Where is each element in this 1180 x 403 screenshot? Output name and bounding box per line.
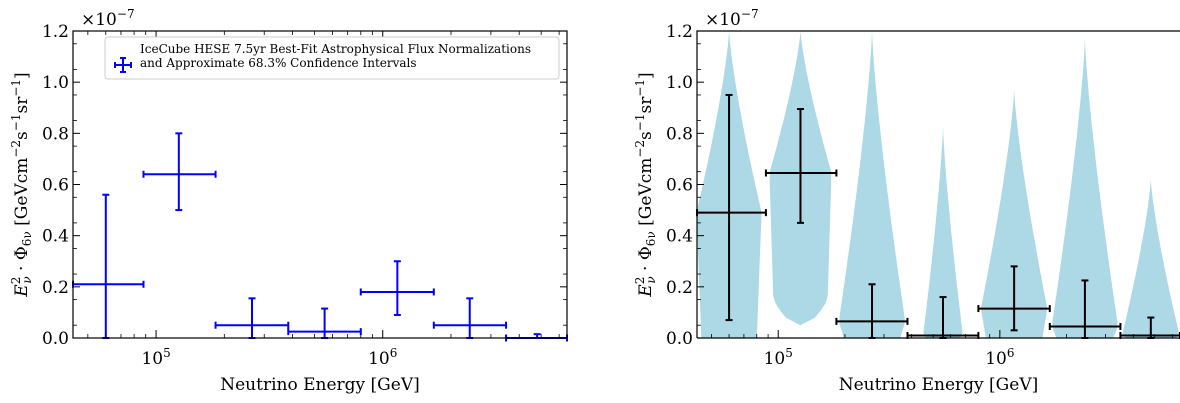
legend-line-1: IceCube HESE 7.5yr Best-Fit Astrophysica… (140, 42, 531, 56)
errorbar-5 (359, 260, 435, 316)
x-tick-label: 105 (764, 346, 793, 369)
y-tick-label: 0.6 (42, 176, 69, 196)
legend: IceCube HESE 7.5yr Best-Fit Astrophysica… (104, 36, 560, 80)
x-tick-label: 106 (368, 346, 397, 369)
y-tick-label: 0.8 (666, 124, 693, 144)
panel-1: 0.0 0.2 0.4 0.6 0.8 1.0 1.2 105 106 Neutrino Ener… (9, 7, 568, 395)
y-tick-label: 1.2 (666, 22, 693, 42)
errorbar-6 (432, 297, 508, 339)
errorbar-2 (142, 132, 217, 212)
errorbar-4 (906, 296, 980, 339)
y-axis-multiplier: ×10−7 (81, 7, 135, 30)
panel-2: 0.0 0.2 0.4 0.6 0.8 1.0 1.2 105 106 Neutrino Ener… (633, 7, 1180, 395)
y-axis-label: E2ν · Φ6ν [GeVcm−2s−1sr−1] (633, 72, 658, 297)
y-axis-multiplier: ×10−7 (705, 7, 759, 30)
y-tick-label: 0.6 (666, 176, 693, 196)
y-tick-label: 0.4 (666, 227, 693, 247)
x-axis-label: Neutrino Energy [GeV] (839, 375, 1038, 395)
y-tick-label: 0.0 (42, 329, 69, 349)
y-tick-label: 0.2 (666, 278, 693, 298)
y-axis-label: E2ν · Φ6ν [GeVcm−2s−1sr−1] (9, 72, 34, 297)
errorbar-4 (287, 307, 362, 339)
x-tick-label: 106 (985, 346, 1014, 369)
y-tick-label: 1.0 (666, 73, 693, 93)
violin-4 (923, 125, 963, 338)
errorbar-2 (764, 108, 838, 224)
x-axis-label: Neutrino Energy [GeV] (220, 375, 419, 395)
x-tick-label: 105 (141, 346, 170, 369)
violin-7 (1122, 179, 1180, 338)
errorbar-5 (977, 265, 1051, 332)
legend-box (104, 36, 560, 80)
errorbar-6 (1048, 279, 1122, 339)
errorbar-1 (72, 193, 145, 339)
errorbar-3 (214, 297, 290, 339)
y-tick-label: 1.0 (42, 73, 69, 93)
legend-line-2: and Approximate 68.3% Confidence Interva… (140, 56, 417, 70)
y-tick-label: 1.2 (42, 22, 69, 42)
y-tick-label: 0.4 (42, 227, 69, 247)
y-tick-label: 0.0 (666, 329, 693, 349)
violin-3 (839, 31, 905, 338)
y-tick-label: 0.2 (42, 278, 69, 298)
violin-6 (1052, 38, 1118, 338)
y-tick-label: 0.8 (42, 124, 69, 144)
violin-5 (981, 89, 1048, 338)
